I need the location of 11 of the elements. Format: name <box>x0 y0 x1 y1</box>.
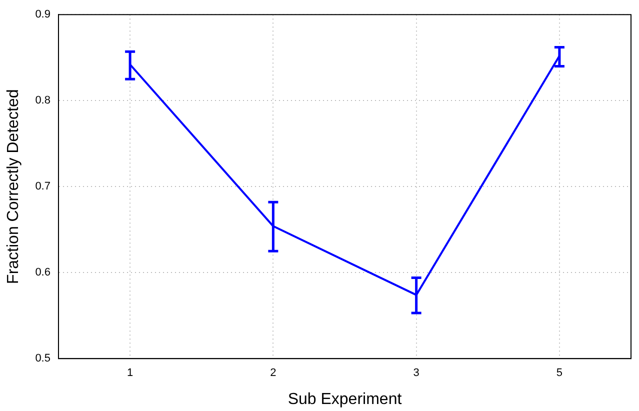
y-tick-label: 0.8 <box>35 94 50 107</box>
y-tick-label: 0.5 <box>35 352 50 365</box>
x-tick-label: 5 <box>556 367 562 380</box>
x-tick-label: 3 <box>413 367 420 380</box>
x-tick-label: 1 <box>126 367 134 380</box>
y-tick-label: 0.6 <box>35 266 50 279</box>
y-axis-title: Fraction Correctly Detected <box>5 89 22 284</box>
y-tick-label: 0.9 <box>35 8 50 21</box>
x-axis-title: Sub Experiment <box>288 390 402 408</box>
x-tick-label: 2 <box>270 367 276 380</box>
y-tick-label: 0.7 <box>35 180 50 193</box>
